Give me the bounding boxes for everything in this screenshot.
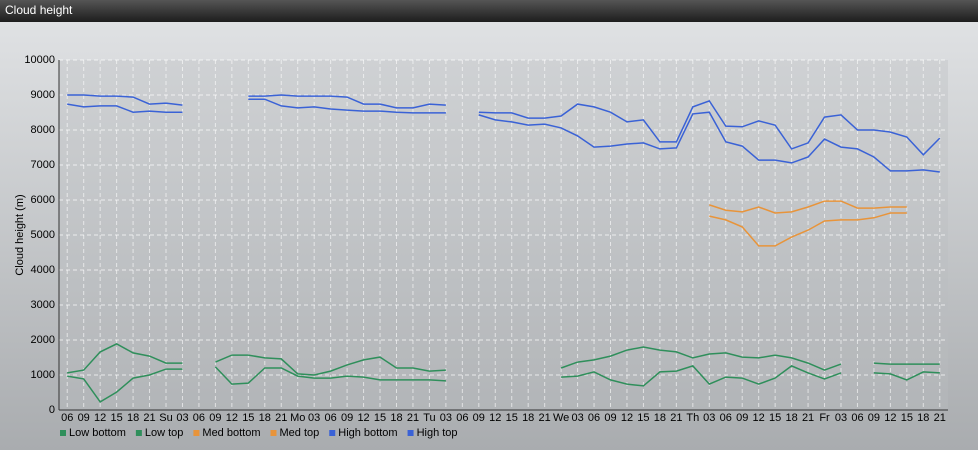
legend-label: Med top bbox=[280, 427, 320, 439]
x-tick-label: 06 bbox=[456, 412, 468, 424]
y-tick-label: 4000 bbox=[31, 264, 55, 276]
legend-label: Med bottom bbox=[202, 427, 260, 439]
x-tick-label: 15 bbox=[506, 412, 518, 424]
legend-swatch bbox=[60, 430, 66, 436]
series-line bbox=[67, 365, 940, 403]
x-tick-label: 21 bbox=[802, 412, 814, 424]
x-tick-label: 15 bbox=[901, 412, 913, 424]
y-tick-label: 9000 bbox=[31, 89, 55, 101]
y-tick-label: 7000 bbox=[31, 159, 55, 171]
y-tick-label: 8000 bbox=[31, 124, 55, 136]
x-tick-label: 15 bbox=[374, 412, 386, 424]
x-tick-label: 03 bbox=[703, 412, 715, 424]
x-tick-label: Mo bbox=[290, 412, 305, 424]
x-tick-label: 03 bbox=[176, 412, 188, 424]
x-tick-label: Fr bbox=[819, 412, 830, 424]
x-tick-label: 18 bbox=[917, 412, 929, 424]
y-axis-label: Cloud height (m) bbox=[14, 194, 26, 275]
x-tick-label: 15 bbox=[110, 412, 122, 424]
legend-label: Low top bbox=[145, 427, 184, 439]
title-bar bbox=[0, 0, 978, 22]
x-tick-label: 03 bbox=[835, 412, 847, 424]
x-tick-label: 09 bbox=[473, 412, 485, 424]
series-line bbox=[67, 343, 940, 376]
x-tick-label: 12 bbox=[489, 412, 501, 424]
series-line bbox=[67, 98, 940, 173]
x-tick-label: 21 bbox=[934, 412, 946, 424]
x-tick-label: 18 bbox=[522, 412, 534, 424]
y-tick-label: 0 bbox=[49, 404, 55, 416]
x-tick-label: Th bbox=[686, 412, 699, 424]
x-tick-label: 09 bbox=[78, 412, 90, 424]
x-tick-label: 03 bbox=[308, 412, 320, 424]
x-tick-label: 12 bbox=[884, 412, 896, 424]
x-tick-label: 15 bbox=[637, 412, 649, 424]
series-line bbox=[709, 212, 907, 247]
x-tick-label: 18 bbox=[785, 412, 797, 424]
legend-swatch bbox=[329, 430, 336, 436]
x-tick-label: 06 bbox=[325, 412, 337, 424]
x-tick-label: 06 bbox=[851, 412, 863, 424]
x-tick-label: 21 bbox=[275, 412, 287, 424]
legend-swatch bbox=[193, 430, 200, 436]
y-tick-label: 5000 bbox=[31, 229, 55, 241]
x-tick-label: 18 bbox=[654, 412, 666, 424]
x-tick-label: 18 bbox=[127, 412, 139, 424]
x-tick-label: 06 bbox=[588, 412, 600, 424]
x-tick-label: Tu bbox=[423, 412, 435, 424]
x-tick-label: 03 bbox=[571, 412, 583, 424]
x-tick-label: Su bbox=[159, 412, 172, 424]
x-tick-label: 21 bbox=[670, 412, 682, 424]
legend-label: Low bottom bbox=[69, 427, 126, 439]
series-line bbox=[709, 200, 907, 214]
x-tick-label: 06 bbox=[61, 412, 73, 424]
legend-swatch bbox=[270, 430, 277, 436]
x-tick-label: 21 bbox=[539, 412, 551, 424]
x-tick-label: 18 bbox=[259, 412, 271, 424]
x-tick-label: We bbox=[553, 412, 569, 424]
x-tick-label: 06 bbox=[193, 412, 205, 424]
legend-swatch bbox=[407, 430, 414, 436]
x-tick-label: 21 bbox=[407, 412, 419, 424]
x-tick-label: 09 bbox=[341, 412, 353, 424]
x-tick-label: 12 bbox=[357, 412, 369, 424]
x-tick-label: 09 bbox=[209, 412, 221, 424]
x-tick-label: 12 bbox=[753, 412, 765, 424]
y-tick-label: 2000 bbox=[31, 334, 55, 346]
chart-title: Cloud height bbox=[5, 3, 73, 17]
x-tick-label: 15 bbox=[769, 412, 781, 424]
y-tick-label: 3000 bbox=[31, 299, 55, 311]
x-tick-label: 12 bbox=[94, 412, 106, 424]
x-tick-label: 09 bbox=[868, 412, 880, 424]
x-tick-label: 15 bbox=[242, 412, 254, 424]
x-tick-label: 03 bbox=[440, 412, 452, 424]
y-tick-label: 6000 bbox=[31, 194, 55, 206]
legend-label: High bottom bbox=[338, 427, 397, 439]
x-tick-label: 12 bbox=[226, 412, 238, 424]
y-tick-label: 1000 bbox=[31, 369, 55, 381]
legend-swatch bbox=[135, 430, 142, 436]
x-tick-label: 09 bbox=[604, 412, 616, 424]
x-tick-label: 09 bbox=[736, 412, 748, 424]
x-tick-label: 06 bbox=[720, 412, 732, 424]
y-tick-label: 10000 bbox=[24, 54, 55, 66]
x-tick-label: 12 bbox=[621, 412, 633, 424]
legend-label: High top bbox=[417, 427, 458, 439]
x-tick-label: 18 bbox=[390, 412, 402, 424]
series-line bbox=[67, 94, 941, 156]
x-tick-label: 21 bbox=[143, 412, 155, 424]
